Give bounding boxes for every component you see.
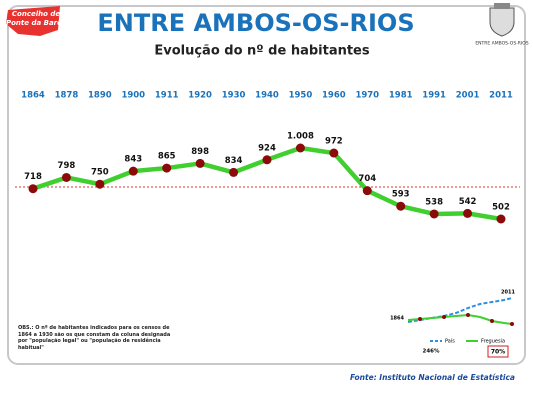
source: Fonte: Instituto Nacional de Estatística (350, 373, 515, 382)
inset-start: 1864 (390, 316, 404, 322)
marker (28, 184, 38, 194)
x-tick-label: 1960 (322, 91, 346, 101)
x-tick-label: 1890 (88, 91, 112, 101)
logo-text: Concelho de (12, 10, 60, 18)
data-label: 718 (24, 172, 42, 182)
marker (429, 209, 439, 219)
x-tick-label: 1940 (255, 91, 279, 101)
inset-change: 246% (423, 349, 440, 355)
inset: 1864 2011 País Freguesia 246% 70% (390, 290, 515, 358)
crest-text: ENTRE AMBOS-OS-RIOS (475, 41, 528, 47)
data-label: 593 (392, 190, 410, 200)
inset-legend: País (445, 338, 455, 345)
data-label: 972 (325, 137, 343, 147)
x-tick-label: 1981 (389, 91, 413, 101)
data-label: 502 (492, 203, 510, 213)
data-label: 750 (91, 168, 109, 178)
data-label: 1.008 (287, 132, 314, 142)
marker (396, 201, 406, 211)
x-tick-label: 1930 (222, 91, 246, 101)
x-tick-label: 1900 (121, 91, 145, 101)
logo-map (6, 6, 60, 36)
data-label: 542 (459, 197, 477, 207)
x-tick-label: 1950 (289, 91, 313, 101)
marker (195, 158, 205, 168)
x-tick-label: 1991 (422, 91, 446, 101)
inset-end: 2011 (501, 290, 515, 296)
logo-text: Ponte da Barca (6, 19, 66, 27)
frame (7, 5, 526, 365)
x-tick-label: 1864 (21, 91, 45, 101)
marker (95, 179, 105, 189)
inset-box (487, 345, 509, 358)
x-tick-label: 2001 (456, 91, 480, 101)
marker (162, 163, 172, 173)
data-label: 898 (191, 147, 209, 157)
data-label: 843 (124, 155, 142, 165)
data-label: 538 (425, 197, 443, 207)
data-label: 798 (58, 161, 76, 171)
crest (489, 7, 515, 37)
marker (128, 166, 138, 176)
data-label: 704 (358, 174, 376, 184)
note: OBS.: O nº de habitantes indicados para … (18, 325, 171, 351)
x-tick-label: 2011 (489, 91, 513, 101)
data-label: 924 (258, 143, 276, 153)
chart-subtitle: Evolução do nº de habitantes (154, 44, 370, 59)
inset-change: 70% (491, 349, 505, 356)
chart-title: ENTRE AMBOS-OS-RIOS (97, 9, 414, 37)
inset-markers (418, 313, 514, 326)
marker (229, 167, 239, 177)
inset-freguesia (407, 313, 513, 325)
inset-legend: Freguesia (481, 339, 505, 345)
marker (262, 155, 272, 165)
data-label: 834 (225, 156, 243, 166)
marker (295, 143, 305, 153)
marker (362, 186, 372, 196)
marker (496, 214, 506, 224)
x-tick-label: 1878 (55, 91, 79, 101)
marker (61, 172, 71, 182)
note-box: OBS.: O nº de habitantes indicados para … (18, 325, 171, 351)
x-tick-label: 1911 (155, 91, 179, 101)
crest-crown (494, 3, 510, 9)
data-label: 865 (158, 152, 176, 162)
x-tick-label: 1970 (355, 91, 379, 101)
marker (463, 208, 473, 218)
x-tick-label: 1920 (188, 91, 212, 101)
marker (329, 148, 339, 158)
